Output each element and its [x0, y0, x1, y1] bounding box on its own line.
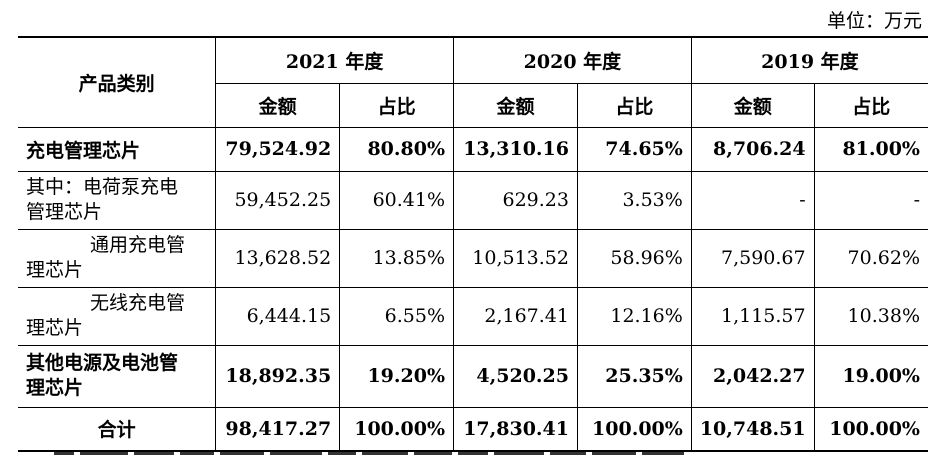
row-label: 充电管理芯片 — [18, 126, 217, 172]
cell-value: 12.16% — [576, 286, 692, 346]
cell-value: 81.00% — [813, 126, 928, 172]
row-label: 其中：电荷泵充电 管理芯片 — [18, 170, 217, 230]
cell-value: 58.96% — [576, 228, 692, 288]
row-label-line1: 其他电源及电池管 — [26, 352, 179, 374]
cell-value: 4,520.25 — [453, 344, 578, 408]
cell-value: 10.38% — [813, 286, 928, 346]
cell-value: 7,590.67 — [690, 228, 815, 288]
row-label-line1: 其中：电荷泵充电 — [26, 176, 179, 198]
product-revenue-table: 产品类别 2021 年度 2020 年度 2019 年度 金额 占比 金额 占比… — [18, 36, 928, 452]
row-label-line2: 理芯片 — [26, 317, 84, 339]
header-year-2019: 2019 年度 — [690, 36, 928, 84]
cut-off-text-line — [0, 452, 948, 459]
table-row: 其中：电荷泵充电 管理芯片 59,452.25 60.41% 629.23 3.… — [18, 170, 928, 230]
row-label-line2: 理芯片 — [26, 377, 84, 399]
row-label-line2: 理芯片 — [26, 259, 84, 281]
cell-value: 100.00% — [813, 406, 928, 452]
cell-value: 2,042.27 — [690, 344, 815, 408]
header-ratio: 占比 — [339, 82, 455, 128]
header-year-2021: 2021 年度 — [215, 36, 455, 84]
cell-value: 60.41% — [339, 170, 455, 230]
cell-value: 80.80% — [339, 126, 455, 172]
cell-value: 13.85% — [339, 228, 455, 288]
header-year-2020: 2020 年度 — [453, 36, 692, 84]
cell-value: 70.62% — [813, 228, 928, 288]
header-ratio: 占比 — [813, 82, 928, 128]
header-category: 产品类别 — [18, 36, 217, 128]
header-amount: 金额 — [690, 82, 815, 128]
cell-value: 18,892.35 — [215, 344, 341, 408]
row-label: 无线充电管 理芯片 — [18, 286, 217, 346]
cell-value: 13,628.52 — [215, 228, 341, 288]
cell-value: 6.55% — [339, 286, 455, 346]
cell-value: 19.20% — [339, 344, 455, 408]
cell-value: 100.00% — [576, 406, 692, 452]
row-label: 其他电源及电池管 理芯片 — [18, 344, 217, 408]
header-amount: 金额 — [453, 82, 578, 128]
cell-value: 100.00% — [339, 406, 455, 452]
cell-value: 3.53% — [576, 170, 692, 230]
cell-value: - — [690, 170, 815, 230]
table-row: 无线充电管 理芯片 6,444.15 6.55% 2,167.41 12.16%… — [18, 286, 928, 346]
table-row: 其他电源及电池管 理芯片 18,892.35 19.20% 4,520.25 2… — [18, 344, 928, 408]
cell-value: 10,748.51 — [690, 406, 815, 452]
table-row: 通用充电管 理芯片 13,628.52 13.85% 10,513.52 58.… — [18, 228, 928, 288]
cell-value: 19.00% — [813, 344, 928, 408]
row-label: 合计 — [18, 406, 217, 452]
cell-value: 1,115.57 — [690, 286, 815, 346]
cell-value: 79,524.92 — [215, 126, 341, 172]
cell-value: 59,452.25 — [215, 170, 341, 230]
header-ratio: 占比 — [576, 82, 692, 128]
table-row-total: 合计 98,417.27 100.00% 17,830.41 100.00% 1… — [18, 406, 928, 452]
cell-value: 8,706.24 — [690, 126, 815, 172]
row-label-line1: 无线充电管 — [90, 292, 186, 314]
cell-value: 629.23 — [453, 170, 578, 230]
row-label: 通用充电管 理芯片 — [18, 228, 217, 288]
cell-value: 98,417.27 — [215, 406, 341, 452]
cell-value: 2,167.41 — [453, 286, 578, 346]
cell-value: 17,830.41 — [453, 406, 578, 452]
cell-value: 10,513.52 — [453, 228, 578, 288]
row-label-line1: 通用充电管 — [90, 234, 186, 256]
row-label-line2: 管理芯片 — [26, 201, 103, 223]
cell-value: 25.35% — [576, 344, 692, 408]
header-amount: 金额 — [215, 82, 341, 128]
unit-label: 单位：万元 — [826, 10, 922, 32]
table-row: 充电管理芯片 79,524.92 80.80% 13,310.16 74.65%… — [18, 126, 928, 172]
cell-value: 6,444.15 — [215, 286, 341, 346]
cell-value: 13,310.16 — [453, 126, 578, 172]
cell-value: - — [813, 170, 928, 230]
cell-value: 74.65% — [576, 126, 692, 172]
